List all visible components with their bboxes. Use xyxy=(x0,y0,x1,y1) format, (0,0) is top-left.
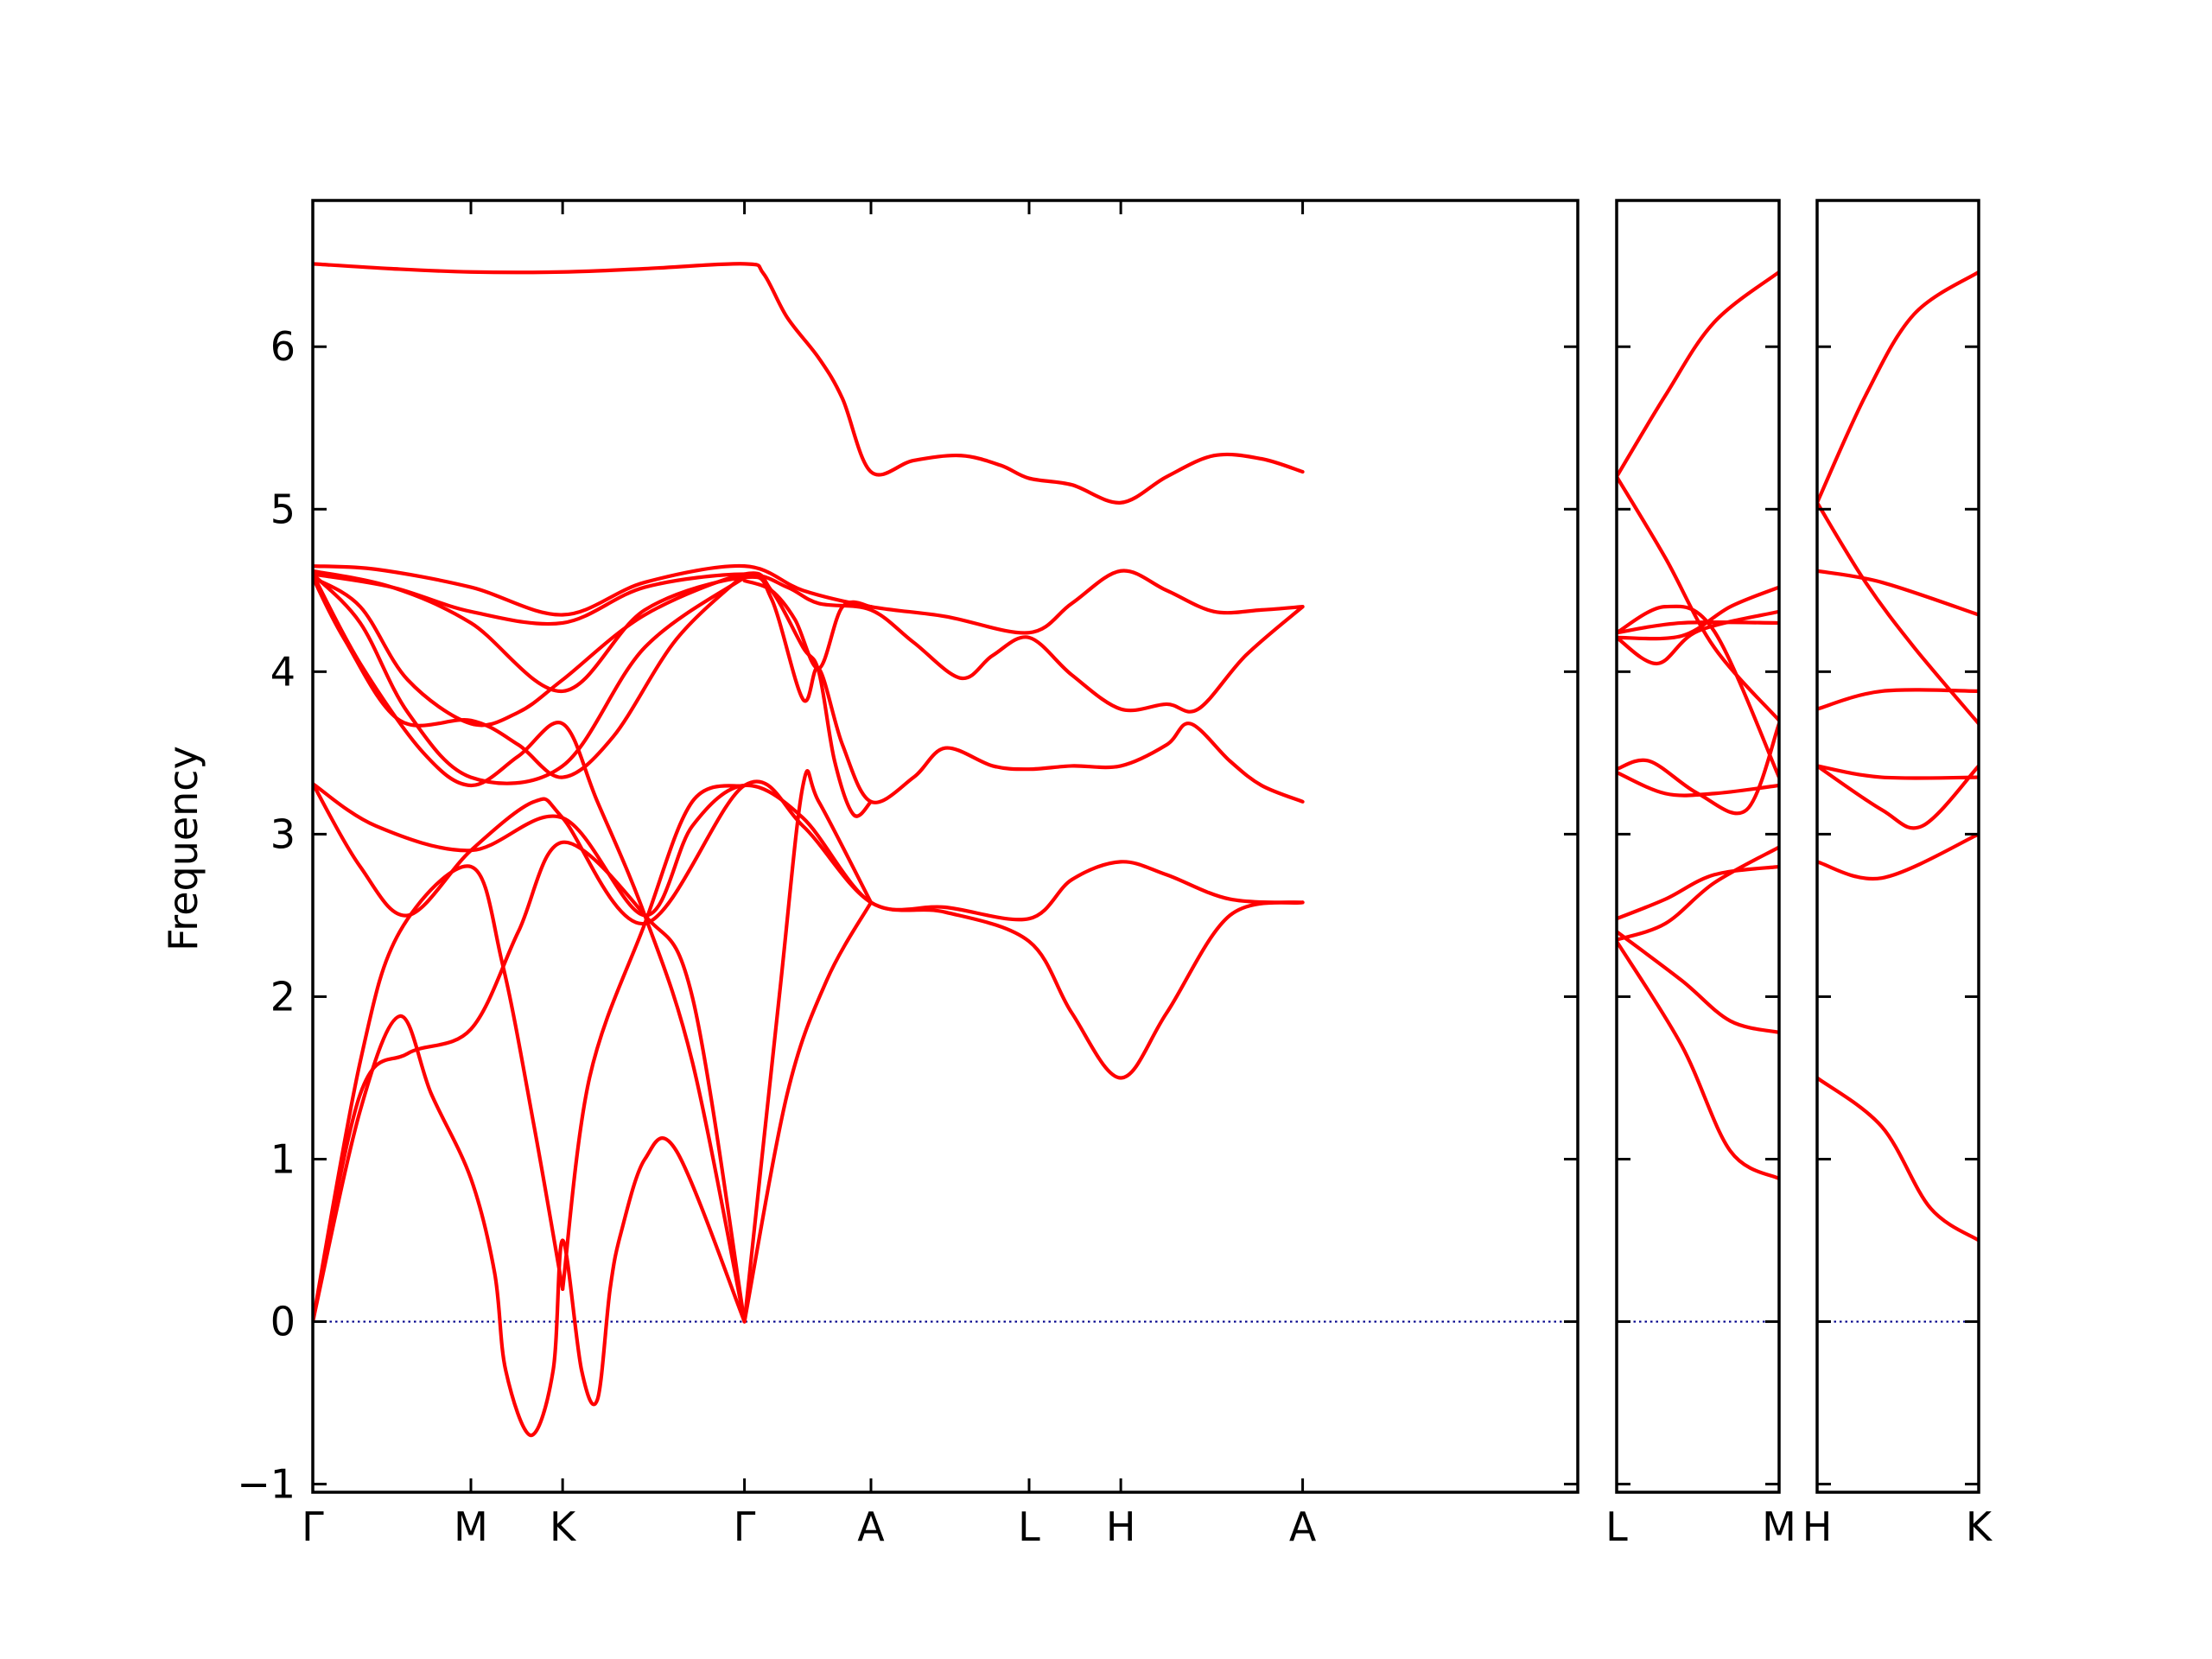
axes-frame xyxy=(311,199,1580,1494)
band-line-7 xyxy=(313,572,747,1324)
band-line-4 xyxy=(1817,688,1979,711)
axes-frame xyxy=(1615,199,1781,1494)
band-line-3 xyxy=(1817,569,1979,617)
x-tick-label-m: M xyxy=(454,1503,488,1550)
band-line-8 xyxy=(1817,1076,1979,1243)
band-line-11 xyxy=(1617,930,1779,1034)
x-tick-label-l: L xyxy=(1605,1503,1628,1550)
y-tick-label: 0 xyxy=(270,1299,296,1345)
band-line-4 xyxy=(313,569,1305,804)
band-line-13 xyxy=(313,864,565,1324)
y-tick-label: 2 xyxy=(270,973,296,1020)
band-line-5 xyxy=(1817,764,1979,780)
y-tick-label: 1 xyxy=(270,1135,296,1182)
band-line-1 xyxy=(1617,270,1779,479)
band-line-6 xyxy=(1817,764,1979,830)
y-axis-label: Frequency xyxy=(160,746,207,951)
y-tick-label: 6 xyxy=(270,323,296,370)
band-line-3 xyxy=(1617,604,1779,779)
band-line-11 xyxy=(313,840,747,1324)
x-tick-label-h: H xyxy=(1802,1503,1833,1550)
band-line-3 xyxy=(313,572,1305,714)
band-line-7 xyxy=(1617,721,1779,816)
y-tick-label: 5 xyxy=(270,486,296,532)
band-line-12 xyxy=(1617,939,1779,1181)
x-tick-label-l: L xyxy=(1018,1503,1040,1550)
x-tick-label-a: A xyxy=(1289,1503,1317,1550)
x-tick-label-m: M xyxy=(1762,1503,1796,1550)
band-lines xyxy=(1817,270,1979,1243)
band-line-2 xyxy=(1617,474,1779,722)
band-line-15 xyxy=(742,769,874,1324)
x-tick-label-a: A xyxy=(857,1503,885,1550)
x-tick-label-k: K xyxy=(550,1503,577,1550)
band-line-1 xyxy=(313,262,1305,505)
band-line-1 xyxy=(1817,270,1979,505)
x-tick-label-h: H xyxy=(1106,1503,1136,1550)
band-line-16 xyxy=(742,900,874,1324)
x-tick-label-gamma: Γ xyxy=(734,1503,756,1550)
x-tick-label-gamma: Γ xyxy=(302,1503,324,1550)
x-tick-label-k: K xyxy=(1966,1503,1993,1550)
y-tick-label: 4 xyxy=(270,648,296,695)
band-line-10 xyxy=(1617,845,1779,942)
band-line-17 xyxy=(742,578,874,671)
band-lines xyxy=(1617,270,1779,1181)
band-line-12 xyxy=(313,1014,747,1438)
band-line-6 xyxy=(1617,620,1779,635)
band-lines xyxy=(313,262,1305,1438)
y-tick-label: −1 xyxy=(237,1461,296,1508)
band-line-14 xyxy=(561,783,747,1292)
band-line-8 xyxy=(1617,770,1779,798)
band-line-4 xyxy=(1617,585,1779,641)
axes-frame xyxy=(1815,199,1980,1494)
band-line-5 xyxy=(313,571,874,818)
band-line-8 xyxy=(313,572,747,779)
band-line-9 xyxy=(313,782,1305,922)
band-line-9 xyxy=(1617,864,1779,921)
y-tick-label: 3 xyxy=(270,810,296,857)
y-tick-labels: −1 0 1 2 3 4 5 6 xyxy=(237,323,296,1507)
band-line-5 xyxy=(1617,609,1779,666)
band-line-7 xyxy=(1817,832,1979,881)
band-line-10 xyxy=(313,779,1305,1080)
